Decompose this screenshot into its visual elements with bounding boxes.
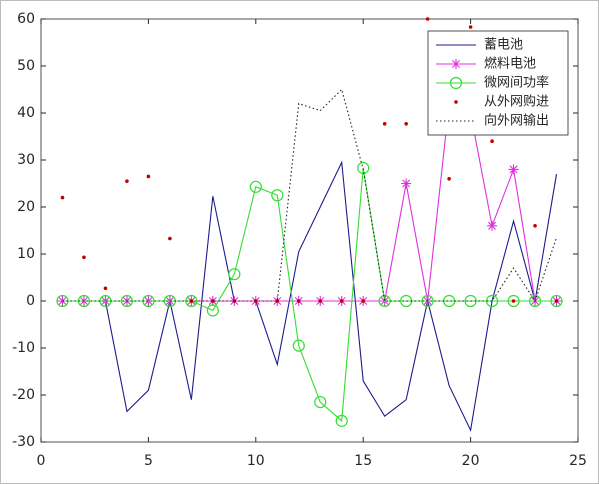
marker <box>454 100 458 104</box>
marker <box>449 76 463 90</box>
marker <box>335 414 348 427</box>
y-tick-label: 20 <box>17 199 35 215</box>
marker <box>249 180 262 193</box>
marker <box>211 299 215 303</box>
marker <box>378 294 391 308</box>
marker <box>528 294 542 308</box>
series-line <box>62 160 558 433</box>
marker <box>550 294 563 308</box>
marker <box>404 122 408 126</box>
y-tick-label: -10 <box>12 340 35 356</box>
marker <box>206 304 219 317</box>
marker <box>339 299 344 303</box>
marker <box>490 139 494 143</box>
marker <box>232 299 237 303</box>
legend-label: 向外网输出 <box>484 113 549 129</box>
marker <box>533 224 537 228</box>
marker <box>120 294 134 308</box>
marker <box>103 286 108 291</box>
y-tick-label: 30 <box>17 152 35 168</box>
legend-label: 微网间功率 <box>484 75 549 91</box>
marker <box>318 299 323 303</box>
marker <box>487 220 498 231</box>
marker <box>554 299 559 303</box>
marker <box>296 299 301 303</box>
y-tick-label: 0 <box>26 293 35 309</box>
marker <box>314 395 327 409</box>
y-tick-label: 60 <box>17 11 35 27</box>
x-tick-label: 0 <box>37 453 46 469</box>
y-tick-label: -20 <box>12 387 35 403</box>
legend-label: 燃料电池 <box>484 56 536 72</box>
x-tick-label: 10 <box>247 453 265 469</box>
marker <box>508 164 519 175</box>
legend-label: 蓄电池 <box>484 38 523 53</box>
marker <box>361 299 366 303</box>
marker <box>464 294 477 308</box>
series-line <box>62 167 557 422</box>
y-tick-label: 50 <box>17 58 35 74</box>
x-tick-label: 15 <box>354 453 372 469</box>
marker <box>425 17 430 21</box>
marker <box>382 122 387 126</box>
marker <box>357 161 370 175</box>
marker <box>271 189 284 202</box>
marker <box>275 299 280 303</box>
marker <box>447 177 451 181</box>
marker <box>146 174 151 179</box>
marker <box>468 25 473 29</box>
marker <box>60 195 65 200</box>
marker <box>292 339 305 352</box>
marker <box>511 299 516 303</box>
legend-label: 从外网购进 <box>484 94 549 110</box>
y-tick-label: 40 <box>17 105 35 121</box>
marker <box>401 178 412 189</box>
marker <box>228 268 241 281</box>
marker <box>451 59 461 69</box>
marker <box>507 294 520 308</box>
series-line <box>62 88 558 303</box>
marker <box>168 236 172 241</box>
x-tick-label: 20 <box>462 453 480 469</box>
y-tick-label: -30 <box>12 434 35 450</box>
marker <box>125 179 129 183</box>
marker <box>185 294 198 308</box>
marker <box>421 294 434 308</box>
x-tick-label: 25 <box>569 453 587 469</box>
marker <box>82 255 86 260</box>
marker <box>77 294 91 308</box>
y-tick-label: 10 <box>17 246 35 262</box>
x-tick-label: 5 <box>144 453 153 469</box>
